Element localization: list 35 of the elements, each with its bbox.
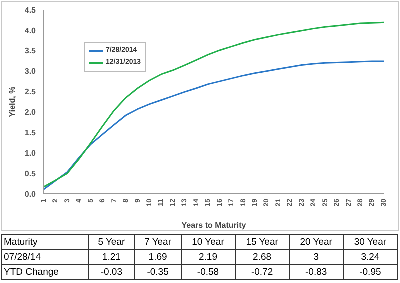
text: 1.69 <box>134 250 182 264</box>
text: Maturity <box>2 234 88 250</box>
text: -0.95 <box>343 264 398 280</box>
text: 07/28/14 <box>2 250 88 264</box>
line-series <box>43 60 385 190</box>
y-tick-label: 3.0 <box>24 67 37 76</box>
y-tick-label: 3.5 <box>24 46 37 56</box>
text: 10 Year <box>181 234 236 250</box>
y-axis-title: Yield, % <box>8 86 17 118</box>
text: 1.21 <box>88 250 135 264</box>
text: -0.03 <box>88 264 135 280</box>
y-tick-label: 2.0 <box>24 108 37 118</box>
text: YTD Change <box>2 264 88 280</box>
text: 3 <box>289 250 344 264</box>
y-tick-label: 1.5 <box>24 128 37 138</box>
line-series <box>43 22 385 188</box>
text: 30 Year <box>343 234 398 250</box>
text: 2.19 <box>181 250 236 264</box>
y-tick-label: 4.5 <box>24 6 37 15</box>
text: -0.83 <box>289 264 344 280</box>
text: -0.35 <box>134 264 182 280</box>
text: 5 Year <box>88 234 135 250</box>
text: 15 Year <box>235 234 290 250</box>
text: 3.24 <box>343 250 398 264</box>
y-tick-label: 0.5 <box>24 169 37 178</box>
text: 2.68 <box>235 250 290 264</box>
y-tick-label: 1.0 <box>24 148 37 158</box>
y-tick-label: 0.0 <box>24 190 37 199</box>
x-axis-title: Years to Maturity <box>182 221 247 230</box>
text: 7 Year <box>134 234 182 250</box>
y-tick-label: 4.0 <box>24 26 37 36</box>
text: 20 Year <box>289 234 344 250</box>
text: -0.58 <box>181 264 236 280</box>
y-tick-label: 2.5 <box>24 88 37 97</box>
text: -0.72 <box>235 264 290 280</box>
